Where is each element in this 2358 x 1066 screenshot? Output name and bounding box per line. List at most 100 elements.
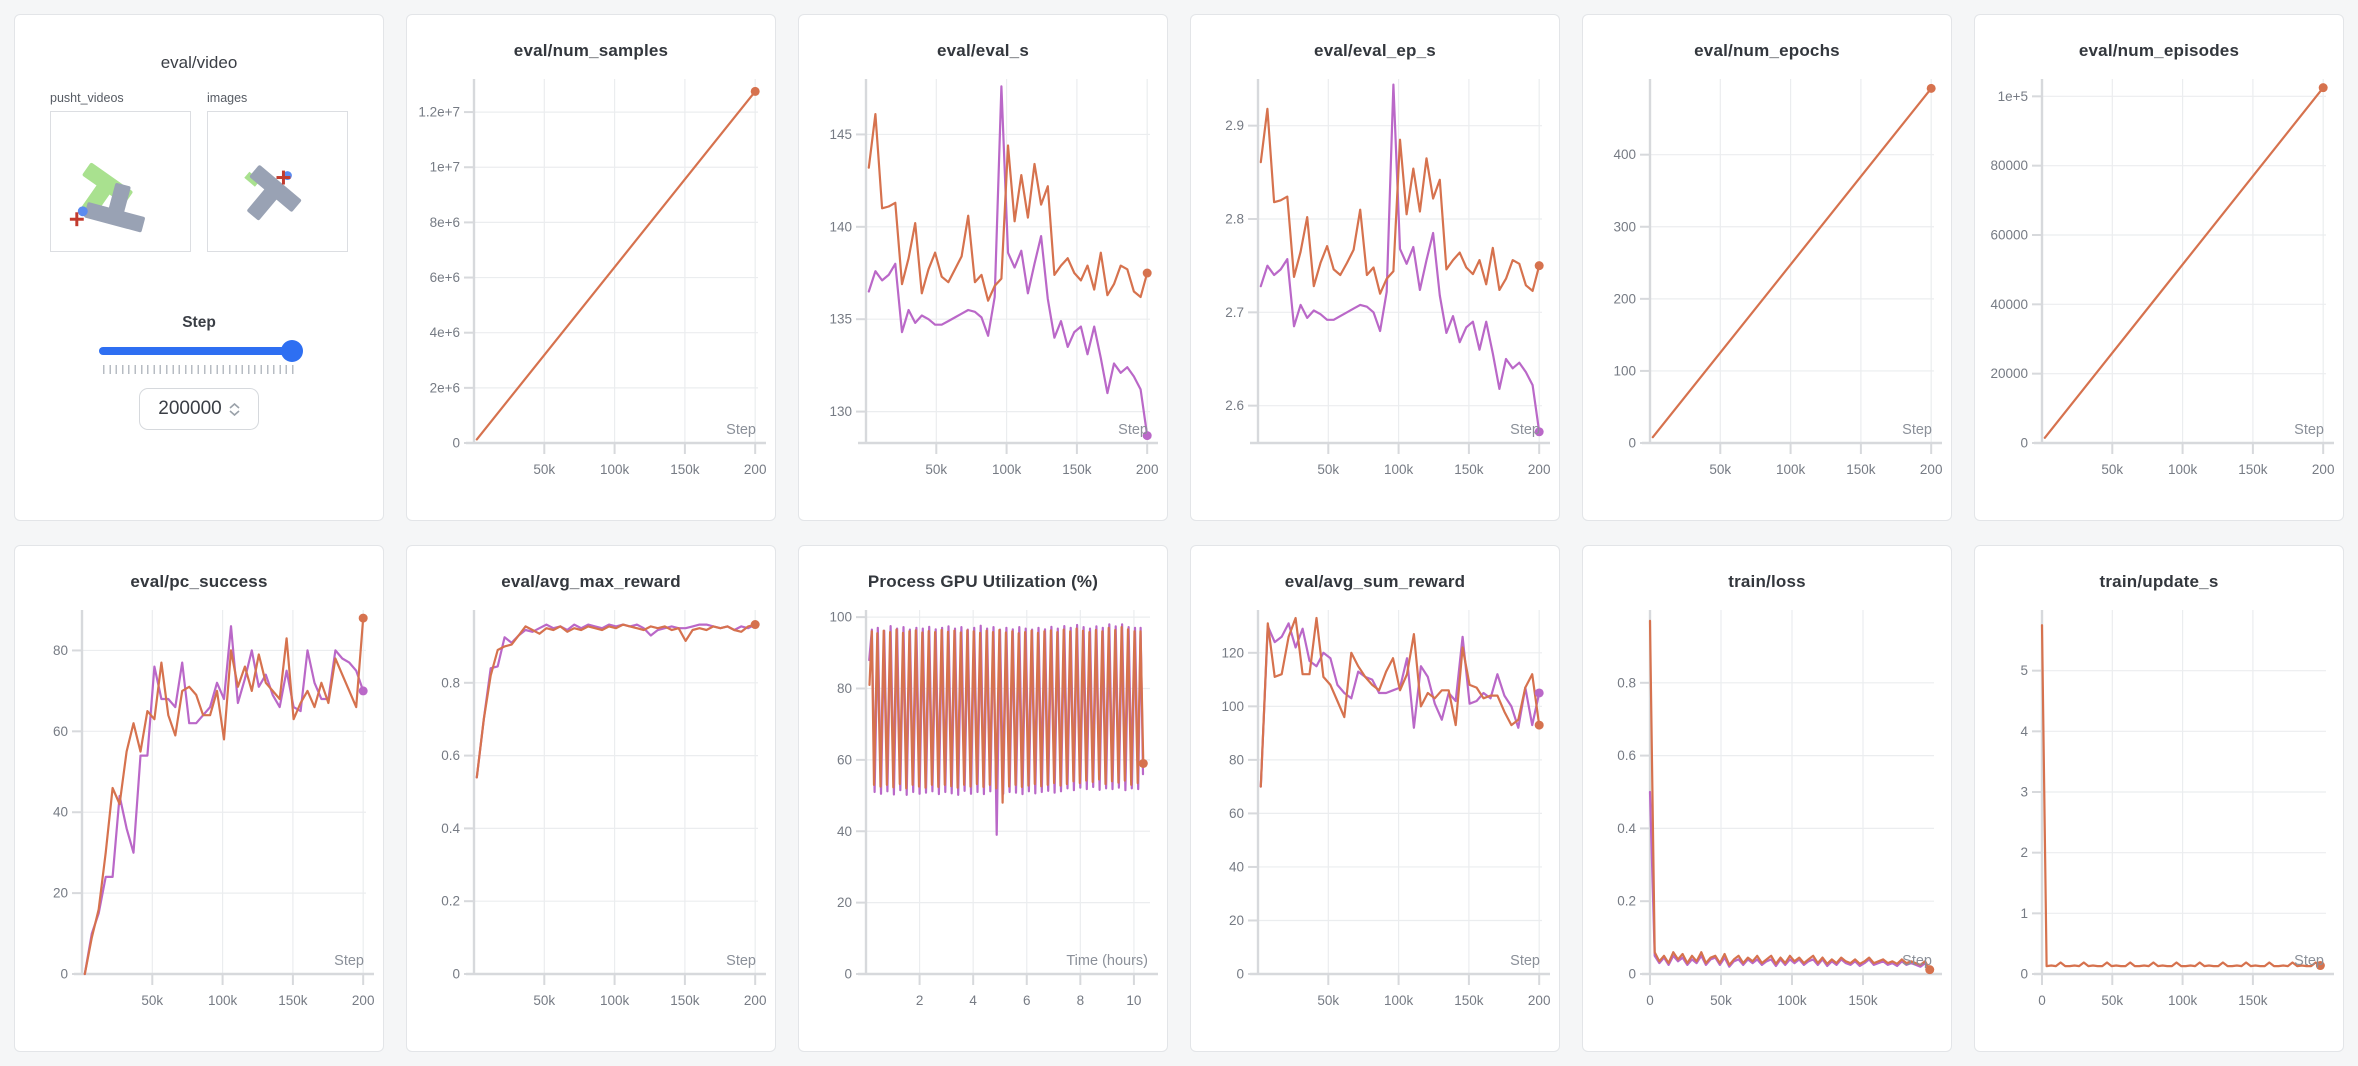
y-tick-label: 1 xyxy=(2020,906,2028,921)
panel-gpu_util: Process GPU Utilization (%) 2 4 6 8 10 0 20 40 60… xyxy=(798,545,1168,1052)
slider-track[interactable] xyxy=(99,347,299,355)
series-line-purple xyxy=(1648,790,1931,972)
chart-canvas-num_epochs[interactable]: 50k 100k 150k 200 0 100 200 300 400 Step xyxy=(1590,71,1944,507)
y-tick-label: 3 xyxy=(2020,785,2028,800)
x-tick-label: 2 xyxy=(916,993,924,1008)
x-tick-label: 150k xyxy=(1846,462,1876,477)
y-tick-label: 0.6 xyxy=(1617,748,1636,763)
x-tick-label: 200 xyxy=(352,993,375,1008)
y-tick-label: 60 xyxy=(1229,806,1244,821)
series-line-orange xyxy=(2043,86,2325,439)
y-tick-label: 0.8 xyxy=(441,675,460,690)
chart-canvas-avg_sum_reward[interactable]: 50k 100k 150k 200 0 20 40 60 80 100 120 Step xyxy=(1198,602,1552,1038)
video-key-label: pusht_videos xyxy=(50,91,124,105)
slider-thumb[interactable] xyxy=(281,340,303,362)
panel-num_episodes: eval/num_episodes 50k 100k 150k 200 0 20000 400… xyxy=(1974,14,2344,521)
y-tick-label: 40 xyxy=(53,805,68,820)
chart-canvas-num_samples[interactable]: 50k 100k 150k 200 0 2e+6 4e+6 6e+6 8e+6 1e+7 1.2e+… xyxy=(414,71,768,507)
x-axis-title: Step xyxy=(1118,422,1148,438)
x-tick-label: 100k xyxy=(2168,462,2198,477)
x-tick-label: 150k xyxy=(1454,462,1484,477)
y-tick-label: 60 xyxy=(837,752,852,767)
y-tick-label: 40 xyxy=(1229,859,1244,874)
chart-title-num_episodes: eval/num_episodes xyxy=(2078,41,2240,60)
panel-avg_max_reward: eval/avg_max_reward 50k 100k 150k 200 0 0.2 0.4… xyxy=(406,545,776,1052)
x-tick-label: 0 xyxy=(1646,993,1654,1008)
step-input-value[interactable]: 200000 xyxy=(158,398,222,419)
x-tick-label: 0 xyxy=(2038,993,2046,1008)
y-tick-label: 40 xyxy=(837,824,852,839)
y-tick-label: 2.7 xyxy=(1225,305,1244,320)
chart-canvas-train_loss[interactable]: 0 50k 100k 150k 0 0.2 0.4 0.6 0.8 Step xyxy=(1590,602,1944,1038)
chevron-down-icon[interactable] xyxy=(229,409,240,416)
series-line-orange xyxy=(1651,87,1933,439)
stepper-arrows[interactable] xyxy=(229,402,240,416)
x-tick-label: 100k xyxy=(1384,993,1414,1008)
chart-canvas-avg_max_reward[interactable]: 50k 100k 150k 200 0 0.2 0.4 0.6 0.8 Step xyxy=(414,602,768,1038)
latest-point-purple xyxy=(1142,431,1152,441)
x-axis-title: Step xyxy=(2294,953,2324,969)
x-tick-label: 50k xyxy=(533,462,555,477)
panel-eval_ep_s: eval/eval_ep_s 50k 100k 150k 200 2.6 2.7 2.8 2.9… xyxy=(1190,14,1560,521)
chart-title-gpu_util: Process GPU Utilization (%) xyxy=(867,572,1099,591)
x-axis-title: Step xyxy=(1510,953,1540,969)
panel-eval-video: eval/video pusht_videos xyxy=(14,14,384,521)
y-tick-label: 20 xyxy=(837,895,852,910)
chart-canvas-train_update_s[interactable]: 0 50k 100k 150k 0 1 2 3 4 5 Step xyxy=(1982,602,2336,1038)
x-tick-label: 200 xyxy=(1528,993,1551,1008)
y-tick-label: 4e+6 xyxy=(430,325,460,340)
panel-avg_sum_reward: eval/avg_sum_reward 50k 100k 150k 200 0 20 40 60… xyxy=(1190,545,1560,1052)
x-tick-label: 150k xyxy=(670,993,700,1008)
x-axis-title: Step xyxy=(726,953,756,969)
chevron-up-icon[interactable] xyxy=(229,402,240,409)
chart-title-pc_success: eval/pc_success xyxy=(130,572,268,591)
chart-canvas-pc_success[interactable]: 50k 100k 150k 200 0 20 40 60 80 Step xyxy=(22,602,376,1038)
y-tick-label: 0 xyxy=(1628,967,1636,982)
series-line-orange xyxy=(475,623,757,779)
x-tick-label: 6 xyxy=(1023,993,1031,1008)
y-tick-label: 100 xyxy=(829,610,852,625)
y-tick-label: 80 xyxy=(837,681,852,696)
y-tick-label: 400 xyxy=(1613,147,1636,162)
x-tick-label: 100k xyxy=(208,993,238,1008)
y-tick-label: 0.8 xyxy=(1617,675,1636,690)
chart-canvas-eval_ep_s[interactable]: 50k 100k 150k 200 2.6 2.7 2.8 2.9 Step xyxy=(1198,71,1552,507)
y-tick-label: 20 xyxy=(53,886,68,901)
y-tick-label: 8e+6 xyxy=(430,215,460,230)
panel-pc_success: eval/pc_success 50k 100k 150k 200 0 20 40 60 80 St… xyxy=(14,545,384,1052)
media-thumbnails: pusht_videos xyxy=(15,91,383,252)
chart-title-avg_sum_reward: eval/avg_sum_reward xyxy=(1284,572,1466,591)
y-tick-label: 0 xyxy=(452,436,460,451)
x-tick-label: 50k xyxy=(1709,462,1731,477)
chart-title-eval_ep_s: eval/eval_ep_s xyxy=(1314,41,1436,60)
x-axis-title: Step xyxy=(334,953,364,969)
x-tick-label: 100k xyxy=(1384,462,1414,477)
y-tick-label: 1.2e+7 xyxy=(418,105,460,120)
agent-dot xyxy=(77,206,88,217)
panel-eval_s: eval/eval_s 50k 100k 150k 200 130 135 140 145 Ste… xyxy=(798,14,1168,521)
video-thumbnail[interactable] xyxy=(50,111,191,252)
y-tick-label: 60 xyxy=(53,724,68,739)
image-thumbnail[interactable] xyxy=(207,111,348,252)
latest-point-orange xyxy=(2315,961,2325,971)
series-line-purple xyxy=(83,625,365,976)
x-axis-title: Step xyxy=(726,422,756,438)
y-tick-label: 80 xyxy=(53,643,68,658)
x-tick-label: 50k xyxy=(2101,462,2123,477)
y-tick-label: 0.2 xyxy=(441,894,460,909)
step-input[interactable]: 200000 xyxy=(139,388,259,430)
x-tick-label: 50k xyxy=(1317,462,1339,477)
y-tick-label: 0 xyxy=(60,967,68,982)
latest-point-orange xyxy=(1142,268,1152,278)
x-tick-label: 200 xyxy=(744,462,767,477)
y-tick-label: 100 xyxy=(1221,699,1244,714)
y-tick-label: 1e+7 xyxy=(430,160,460,175)
x-tick-label: 100k xyxy=(1776,462,1806,477)
step-slider[interactable] xyxy=(99,340,303,362)
series-line-orange xyxy=(868,626,1145,804)
chart-canvas-num_episodes[interactable]: 50k 100k 150k 200 0 20000 40000 60000 80000 1e+5 S… xyxy=(1982,71,2336,507)
y-tick-label: 80 xyxy=(1229,752,1244,767)
x-tick-label: 150k xyxy=(1848,993,1878,1008)
chart-canvas-eval_s[interactable]: 50k 100k 150k 200 130 135 140 145 Step xyxy=(806,71,1160,507)
